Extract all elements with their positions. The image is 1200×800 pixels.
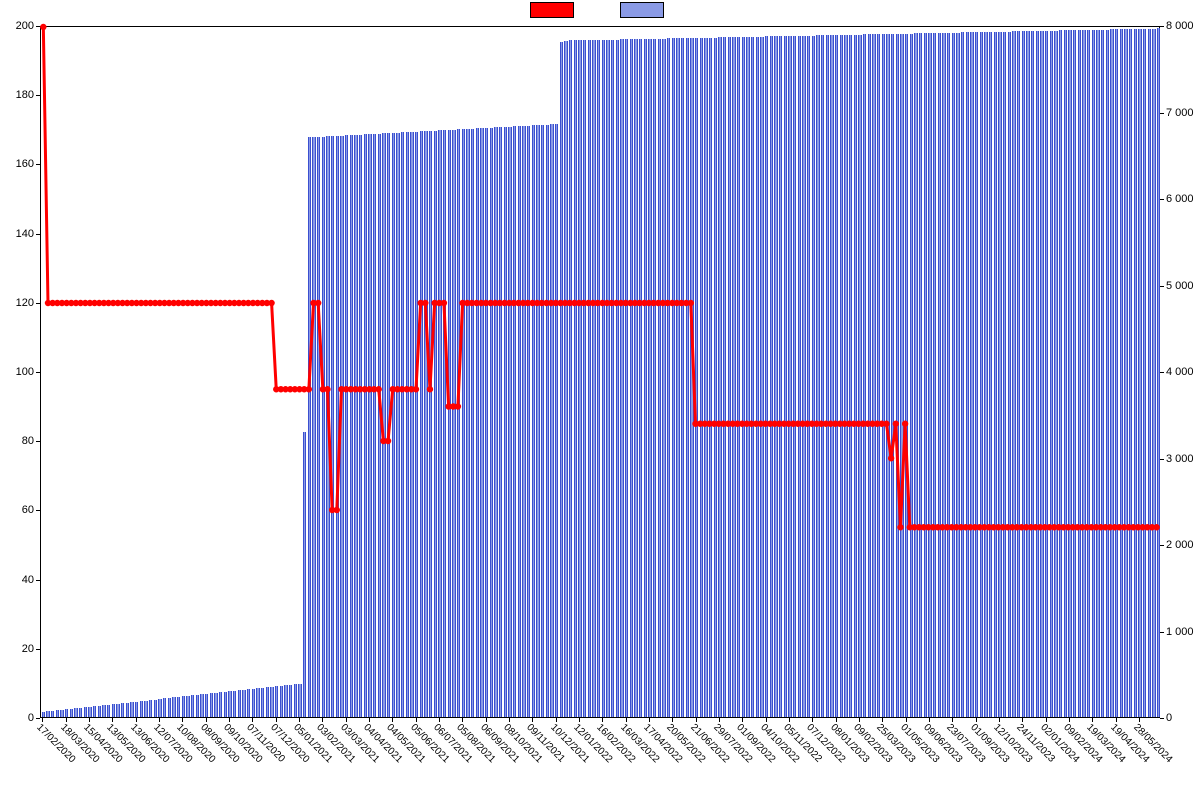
y-axis-left: 020406080100120140160180200 xyxy=(0,26,40,718)
line-marker xyxy=(1153,524,1159,530)
line-marker xyxy=(413,386,419,392)
legend xyxy=(0,2,1200,18)
y-right-tick: 3 000 xyxy=(1166,453,1200,465)
line-marker xyxy=(306,386,312,392)
y-left-tick: 0 xyxy=(0,712,34,724)
line-marker xyxy=(455,403,461,409)
line-marker xyxy=(893,421,899,427)
y-left-tick: 60 xyxy=(0,504,34,516)
line-marker xyxy=(376,386,382,392)
y-left-tick: 140 xyxy=(0,228,34,240)
legend-swatch-line xyxy=(530,2,574,18)
y-right-tick: 6 000 xyxy=(1166,193,1200,205)
line-marker xyxy=(385,438,391,444)
y-right-tick: 5 000 xyxy=(1166,280,1200,292)
line-marker xyxy=(441,300,447,306)
line-marker xyxy=(40,24,46,30)
line-marker xyxy=(902,421,908,427)
y-right-tick: 1 000 xyxy=(1166,626,1200,638)
y-left-tick: 120 xyxy=(0,297,34,309)
legend-item-line xyxy=(530,2,580,18)
y-right-tick: 0 xyxy=(1166,712,1200,724)
line-path xyxy=(43,27,1156,527)
line-marker xyxy=(688,300,694,306)
plot-area xyxy=(40,26,1160,718)
legend-swatch-bars xyxy=(620,2,664,18)
y-left-tick: 180 xyxy=(0,89,34,101)
line-marker xyxy=(427,386,433,392)
line-marker xyxy=(334,507,340,513)
y-axis-right: 01 0002 0003 0004 0005 0006 0007 0008 00… xyxy=(1160,26,1200,718)
y-right-tick: 4 000 xyxy=(1166,366,1200,378)
y-left-tick: 20 xyxy=(0,643,34,655)
x-axis: 17/02/202018/03/202015/04/202013/05/2020… xyxy=(40,718,1160,800)
y-left-tick: 200 xyxy=(0,20,34,32)
line-marker xyxy=(897,524,903,530)
y-left-tick: 100 xyxy=(0,366,34,378)
line-marker xyxy=(268,300,274,306)
line-marker xyxy=(324,386,330,392)
y-right-tick: 2 000 xyxy=(1166,539,1200,551)
line-series xyxy=(41,27,1159,717)
y-left-tick: 80 xyxy=(0,435,34,447)
line-marker xyxy=(422,300,428,306)
line-marker xyxy=(315,300,321,306)
y-left-tick: 40 xyxy=(0,574,34,586)
line-marker xyxy=(888,455,894,461)
line-marker xyxy=(883,421,889,427)
legend-item-bars xyxy=(620,2,670,18)
y-left-tick: 160 xyxy=(0,158,34,170)
y-right-tick: 8 000 xyxy=(1166,20,1200,32)
y-right-tick: 7 000 xyxy=(1166,107,1200,119)
